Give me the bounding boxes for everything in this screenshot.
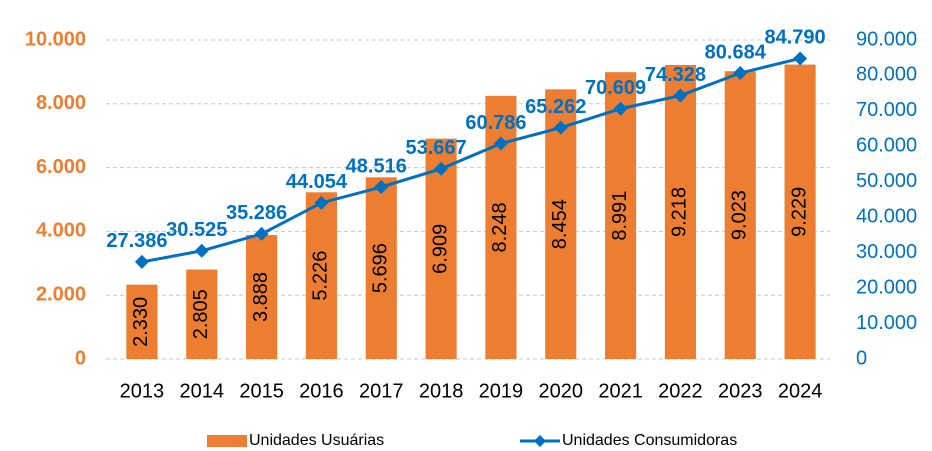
- y2-tick-label: 80.000: [856, 64, 917, 86]
- y2-tick-label: 50.000: [856, 170, 917, 192]
- line-value-label: 70.609: [585, 77, 646, 99]
- y-tick-label: 0: [75, 347, 86, 369]
- y-tick-label: 6.000: [36, 156, 86, 178]
- y2-tick-label: 40.000: [856, 206, 917, 228]
- marker: [793, 51, 808, 66]
- bar: [126, 284, 158, 359]
- y2-tick-label: 70.000: [856, 99, 917, 121]
- x-tick-label: 2024: [778, 380, 823, 402]
- bar: [724, 71, 756, 360]
- x-tick-label: 2023: [718, 380, 763, 402]
- bar-value-label: 8.454: [549, 199, 571, 249]
- line-value-label: 53.667: [405, 137, 466, 159]
- line-value-label: 48.516: [346, 155, 407, 177]
- marker: [493, 136, 508, 151]
- bar: [784, 64, 816, 359]
- x-tick-label: 2013: [120, 380, 165, 402]
- line-value-label: 44.054: [286, 171, 348, 193]
- bar-value-label: 5.696: [370, 243, 392, 293]
- line-value-label: 27.386: [106, 230, 167, 252]
- legend-label: Unidades Consumidoras: [562, 432, 737, 449]
- line-value-label: 35.286: [226, 202, 287, 224]
- y-tick-label: 2.000: [36, 283, 86, 305]
- bar: [365, 177, 397, 359]
- line-value-label: 84.790: [764, 27, 825, 49]
- marker: [374, 180, 389, 195]
- legend-swatch: [207, 435, 247, 447]
- bar: [664, 64, 696, 359]
- y2-tick-label: 30.000: [856, 241, 917, 263]
- bar-value-label: 9.229: [788, 187, 810, 237]
- marker: [553, 120, 568, 135]
- bar-value-label: 8.248: [489, 202, 511, 252]
- marker: [194, 243, 209, 258]
- line-value-label: 60.786: [465, 112, 526, 134]
- marker: [254, 226, 269, 241]
- bar-value-label: 6.909: [429, 224, 451, 274]
- line-value-label: 30.525: [166, 219, 227, 241]
- bar-value-label: 8.991: [609, 191, 631, 241]
- line-value-label: 65.262: [525, 96, 586, 118]
- bar: [246, 234, 278, 359]
- x-tick-label: 2018: [419, 380, 464, 402]
- y2-tick-label: 0: [856, 347, 867, 369]
- line: [141, 57, 801, 264]
- marker: [134, 254, 149, 269]
- y-tick-label: 10.000: [25, 28, 86, 50]
- x-tick-label: 2014: [180, 380, 225, 402]
- bar-value-label: 2.330: [130, 297, 152, 347]
- x-tick-label: 2017: [359, 380, 404, 402]
- x-tick-label: 2021: [598, 380, 643, 402]
- y2-tick-label: 10.000: [856, 312, 917, 334]
- y2-tick-label: 90.000: [856, 28, 917, 50]
- bar-value-label: 2.805: [190, 289, 212, 339]
- line-value-label: 74.328: [645, 64, 706, 86]
- x-tick-label: 2015: [239, 380, 284, 402]
- x-tick-label: 2022: [658, 380, 703, 402]
- y2-tick-label: 20.000: [856, 276, 917, 298]
- bar-value-label: 9.218: [669, 187, 691, 237]
- marker: [613, 101, 628, 116]
- y2-tick-label: 60.000: [856, 135, 917, 157]
- y-tick-label: 8.000: [36, 92, 86, 114]
- bar-value-label: 5.226: [310, 251, 332, 301]
- x-tick-label: 2020: [539, 380, 584, 402]
- marker: [434, 161, 449, 176]
- bar: [305, 192, 337, 359]
- bar: [186, 269, 218, 359]
- legend-swatch: [534, 435, 546, 447]
- bar-value-label: 3.888: [250, 272, 272, 322]
- marker: [733, 66, 748, 81]
- x-tick-label: 2016: [299, 380, 344, 402]
- x-tick-label: 2019: [479, 380, 524, 402]
- bar-value-label: 9.023: [729, 190, 751, 240]
- line-value-label: 80.684: [705, 41, 767, 63]
- bar: [605, 72, 637, 359]
- y-tick-label: 4.000: [36, 220, 86, 242]
- marker: [314, 195, 329, 210]
- marker: [673, 88, 688, 103]
- legend-label: Unidades Usuárias: [249, 432, 384, 449]
